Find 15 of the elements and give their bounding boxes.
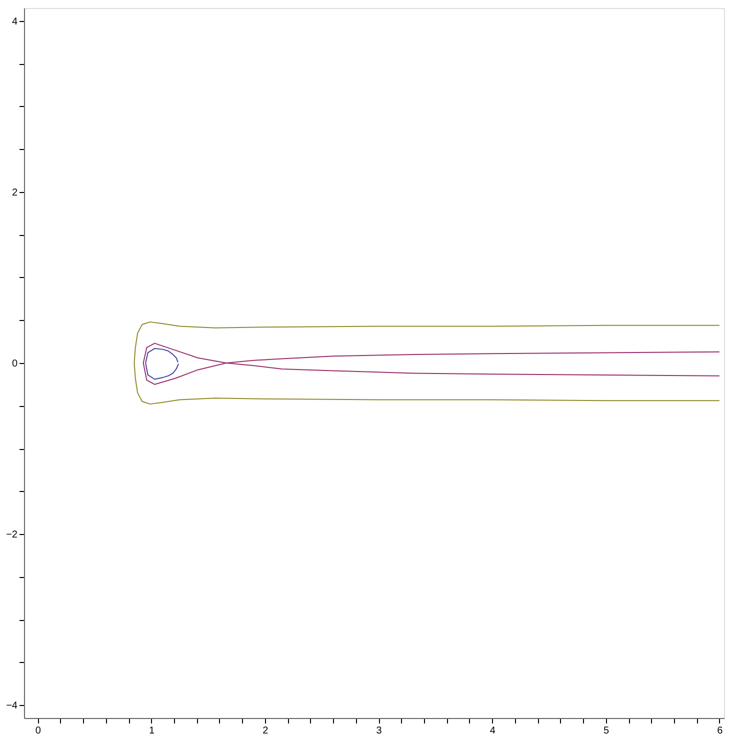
- x-tick-label: 3: [376, 726, 382, 736]
- x-tick-label: 5: [604, 726, 610, 736]
- line-series: [142, 342, 720, 385]
- y-tick-label: −4: [6, 700, 18, 712]
- x-tick-label: 0: [35, 726, 42, 736]
- y-tick-label: 2: [12, 187, 18, 198]
- y-tick-label: 4: [12, 16, 18, 28]
- line-series: [134, 321, 720, 405]
- x-tick-label: 1: [148, 726, 155, 736]
- y-tick-label: −2: [6, 530, 18, 541]
- y-tick-label: 0: [12, 358, 18, 370]
- x-tick-label: 6: [717, 726, 724, 736]
- x-tick-label: 4: [490, 726, 496, 736]
- line-series: [145, 348, 180, 380]
- x-tick-label: 2: [262, 726, 269, 736]
